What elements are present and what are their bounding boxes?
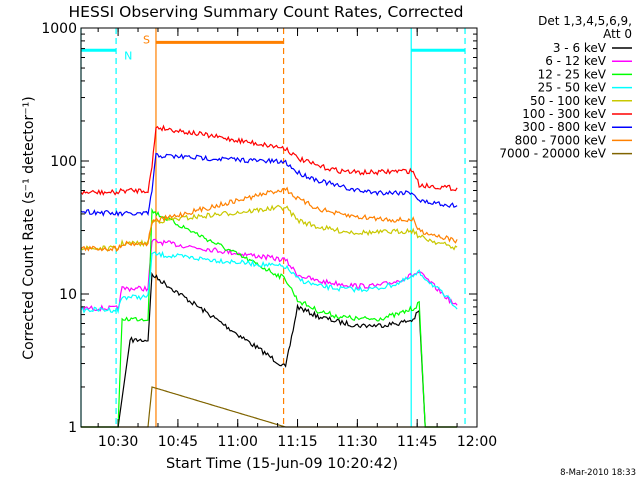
legend-label-7: 800 - 7000 keV xyxy=(515,133,607,147)
y-tick-label: 100 xyxy=(50,154,77,170)
x-tick-label: 10:45 xyxy=(158,434,198,450)
legend-label-3: 25 - 50 keV xyxy=(538,81,607,95)
series-line-1 xyxy=(80,238,458,312)
series-line-6 xyxy=(80,152,458,217)
x-tick-label: 10:30 xyxy=(98,434,138,450)
legend-header-line-1: Det 1,3,4,5,6,9, xyxy=(538,14,632,28)
legend-label-8: 7000 - 20000 keV xyxy=(499,147,606,161)
legend-label-2: 12 - 25 keV xyxy=(538,67,607,81)
x-tick-label: 11:00 xyxy=(218,434,258,450)
series-layer xyxy=(80,124,458,428)
axes: 1 10 100 1000 10:30 10:45 11:00 11:15 11:30 11:45… xyxy=(41,21,497,450)
indicator-layer: SN xyxy=(80,28,466,427)
night-label: N xyxy=(124,49,132,62)
series-line-0 xyxy=(81,271,458,428)
chart-title: HESSI Observing Summary Count Rates, Cor… xyxy=(69,3,464,21)
legend-header-line-2: Att 0 xyxy=(603,27,632,41)
footer-timestamp: 8-Mar-2010 18:33 xyxy=(560,468,636,478)
y-tick-label: 1 xyxy=(68,420,77,436)
plot-frame xyxy=(80,27,478,428)
legend-label-5: 100 - 300 keV xyxy=(522,107,606,121)
y-axis-label: Corrected Count Rate (s⁻¹ detector⁻¹) xyxy=(21,96,37,359)
series-line-5 xyxy=(80,124,458,196)
x-tick-label: 11:45 xyxy=(397,434,437,450)
legend-label-6: 300 - 800 keV xyxy=(522,120,606,134)
y-tick-label: 1000 xyxy=(41,21,77,37)
x-axis-label: Start Time (15-Jun-09 10:20:42) xyxy=(166,456,398,472)
series-line-2 xyxy=(81,207,458,428)
x-tick-label: 11:15 xyxy=(277,434,317,450)
y-tick-label: 10 xyxy=(59,287,77,303)
legend-label-1: 6 - 12 keV xyxy=(545,54,607,68)
series-line-7 xyxy=(80,186,458,252)
legend-label-4: 50 - 100 keV xyxy=(530,94,607,108)
saa-label: S xyxy=(143,33,150,46)
x-tick-label: 11:30 xyxy=(337,434,377,450)
legend-label-0: 3 - 6 keV xyxy=(553,41,607,55)
x-tick-label: 12:00 xyxy=(457,434,497,450)
series-line-8 xyxy=(81,386,458,428)
series-line-3 xyxy=(80,250,458,314)
